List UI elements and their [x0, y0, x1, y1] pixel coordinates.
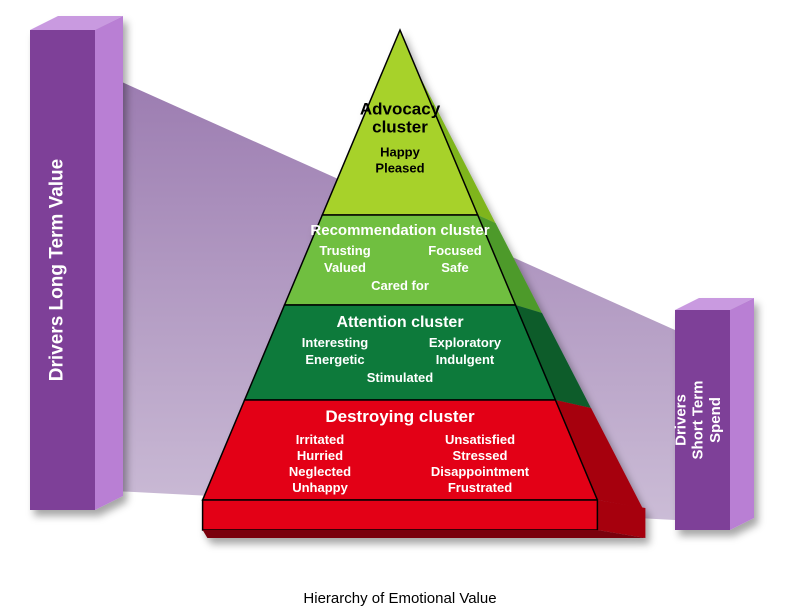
svg-text:Happy: Happy [380, 145, 421, 160]
svg-text:Exploratory: Exploratory [429, 335, 502, 350]
right-driver-block: DriversShort TermSpend [672, 298, 754, 530]
svg-text:Unhappy: Unhappy [292, 480, 348, 495]
svg-text:Irritated: Irritated [296, 432, 344, 447]
svg-text:Interesting: Interesting [302, 335, 369, 350]
svg-text:Frustrated: Frustrated [448, 480, 512, 495]
svg-text:Attention cluster: Attention cluster [336, 314, 463, 331]
svg-text:Cared for: Cared for [371, 278, 429, 293]
svg-text:Safe: Safe [441, 260, 468, 275]
svg-text:Stimulated: Stimulated [367, 370, 434, 385]
svg-text:Stressed: Stressed [453, 448, 508, 463]
svg-text:Trusting: Trusting [319, 243, 370, 258]
svg-text:Drivers Long Term Value: Drivers Long Term Value [47, 159, 68, 381]
svg-text:Energetic: Energetic [305, 352, 364, 367]
caption: Hierarchy of Emotional Value [0, 590, 800, 607]
svg-text:Disappointment: Disappointment [431, 464, 530, 479]
svg-text:Hurried: Hurried [297, 448, 343, 463]
svg-text:Unsatisfied: Unsatisfied [445, 432, 515, 447]
svg-text:Pleased: Pleased [375, 161, 424, 176]
svg-text:cluster: cluster [372, 118, 428, 137]
svg-text:Indulgent: Indulgent [436, 352, 495, 367]
svg-text:Neglected: Neglected [289, 464, 351, 479]
svg-text:Advocacy: Advocacy [360, 100, 441, 119]
svg-text:Focused: Focused [428, 243, 482, 258]
svg-text:Destroying cluster: Destroying cluster [325, 407, 475, 426]
svg-text:Recommendation cluster: Recommendation cluster [310, 222, 489, 239]
svg-text:Valued: Valued [324, 260, 366, 275]
left-driver-block: Drivers Long Term Value [30, 16, 123, 510]
diagram-container: { "caption": "Hierarchy of Emotional Val… [0, 0, 800, 615]
